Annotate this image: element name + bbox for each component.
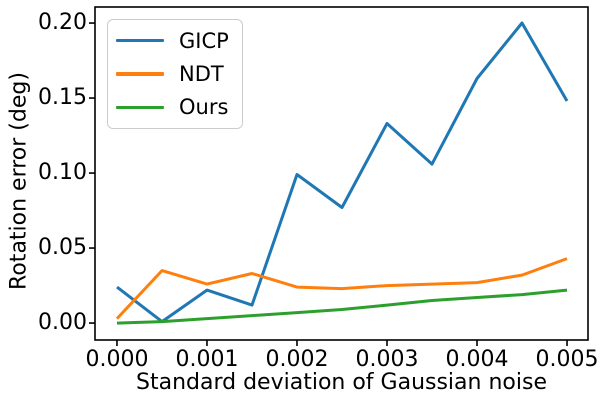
series-line-ours xyxy=(116,288,568,325)
x-tick-label: 0.003 xyxy=(355,347,419,372)
data-series-lines xyxy=(115,21,569,325)
y-tick-label: 0.00 xyxy=(38,310,87,336)
y-tick-label: 0.05 xyxy=(38,235,87,261)
legend-label-ours: Ours xyxy=(179,95,229,120)
series-line-ndt xyxy=(115,257,568,320)
x-tick-label: 0.000 xyxy=(85,347,149,372)
y-axis-label: Rotation error (deg) xyxy=(6,72,32,290)
legend-line-sample-ndt xyxy=(116,72,164,76)
series-line-gicp xyxy=(116,21,569,324)
y-tick-label: 0.10 xyxy=(38,160,87,186)
legend-item-gicp: GICP xyxy=(116,29,232,53)
legend-item-ndt: NDT xyxy=(116,62,232,86)
y-tick-label: 0.15 xyxy=(38,85,87,111)
legend-line-sample-ours xyxy=(116,105,164,110)
legend-label-ndt: NDT xyxy=(179,61,224,86)
legend-label-gicp: GICP xyxy=(179,28,229,53)
x-tick-label: 0.001 xyxy=(175,347,239,372)
tick-marks xyxy=(89,22,568,346)
x-tick-label: 0.005 xyxy=(535,347,599,372)
legend: GICP NDT Ours xyxy=(107,19,243,129)
y-tick-label: 0.20 xyxy=(38,10,87,36)
x-tick-label: 0.004 xyxy=(445,347,509,372)
x-axis-label: Standard deviation of Gaussian noise xyxy=(136,370,547,395)
x-tick-label: 0.002 xyxy=(265,347,329,372)
legend-line-sample-gicp xyxy=(116,38,164,43)
legend-item-ours: Ours xyxy=(116,95,232,119)
